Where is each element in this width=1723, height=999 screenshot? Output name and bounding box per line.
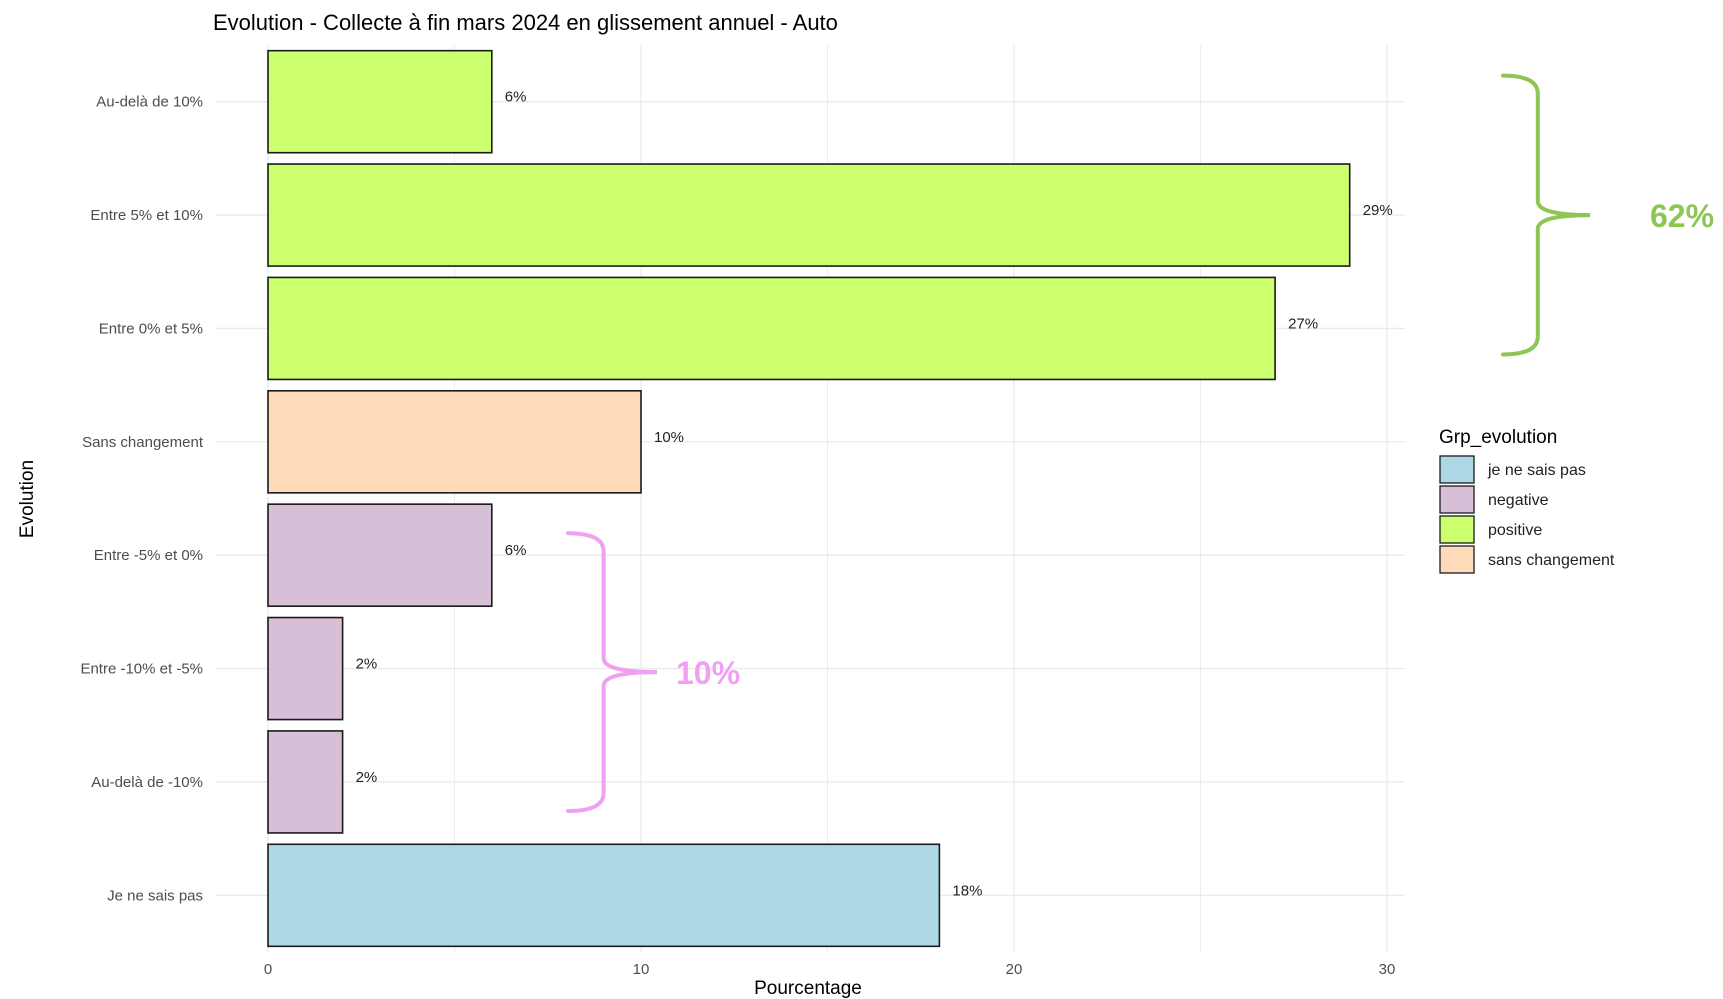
- y-tick-label: Au-delà de -10%: [91, 774, 203, 791]
- brace-label: 10%: [676, 655, 740, 691]
- legend-swatch: [1439, 545, 1475, 574]
- y-tick-label: Entre 5% et 10%: [90, 207, 203, 224]
- x-tick-label: 10: [633, 961, 650, 978]
- y-tick-label: Au-delà de 10%: [96, 94, 203, 111]
- bar: [267, 49, 493, 154]
- legend: Grp_evolution je ne sais pas negative posi…: [1439, 427, 1615, 574]
- brace: [566, 531, 658, 813]
- brace-label: 62%: [1650, 198, 1714, 234]
- x-tick-label: 0: [264, 961, 272, 978]
- data-label: 29%: [1363, 202, 1393, 219]
- y-tick-label: Sans changement: [82, 434, 204, 451]
- data-label: 10%: [654, 429, 684, 446]
- legend-title: Grp_evolution: [1439, 427, 1557, 448]
- data-label: 2%: [356, 769, 378, 786]
- data-label: 18%: [952, 882, 982, 899]
- y-tick-label: Je ne sais pas: [107, 887, 203, 904]
- y-axis-title: Evolution: [17, 460, 38, 538]
- y-tick-label: Entre -10% et -5%: [80, 661, 203, 678]
- legend-swatch: [1439, 485, 1475, 514]
- legend-label: negative: [1488, 492, 1549, 509]
- brace: [1501, 73, 1591, 357]
- y-tick-label: Entre -5% et 0%: [94, 547, 203, 564]
- bar: [267, 730, 344, 834]
- x-tick-labels: 0 10 20 30: [264, 961, 1396, 978]
- legend-swatch: [1439, 515, 1475, 544]
- bar: [267, 276, 1276, 381]
- legend-label: positive: [1488, 522, 1542, 539]
- y-tick-labels: Au-delà de 10% Entre 5% et 10% Entre 0% et…: [80, 94, 203, 905]
- bar: [267, 163, 1351, 267]
- x-tick-label: 20: [1006, 961, 1023, 978]
- data-label: 27%: [1288, 315, 1318, 332]
- bar: [267, 616, 344, 721]
- data-label: 6%: [505, 89, 527, 106]
- data-label: 6%: [505, 542, 527, 559]
- bars: [267, 49, 1351, 948]
- bar: [267, 843, 941, 948]
- legend-label: je ne sais pas: [1487, 462, 1586, 479]
- y-tick-label: Entre 0% et 5%: [99, 320, 203, 337]
- annotations: 62% 10%: [566, 73, 1714, 813]
- x-tick-label: 30: [1379, 961, 1396, 978]
- data-labels: 6% 29% 27% 10% 6% 2% 2% 18%: [356, 89, 1393, 900]
- bar: [267, 389, 642, 494]
- bar: [267, 503, 493, 608]
- chart-title: Evolution - Collecte à fin mars 2024 en …: [213, 10, 838, 35]
- data-label: 2%: [356, 656, 378, 673]
- legend-label: sans changement: [1488, 552, 1615, 569]
- legend-swatch: [1439, 455, 1475, 484]
- x-axis-title: Pourcentage: [754, 978, 862, 999]
